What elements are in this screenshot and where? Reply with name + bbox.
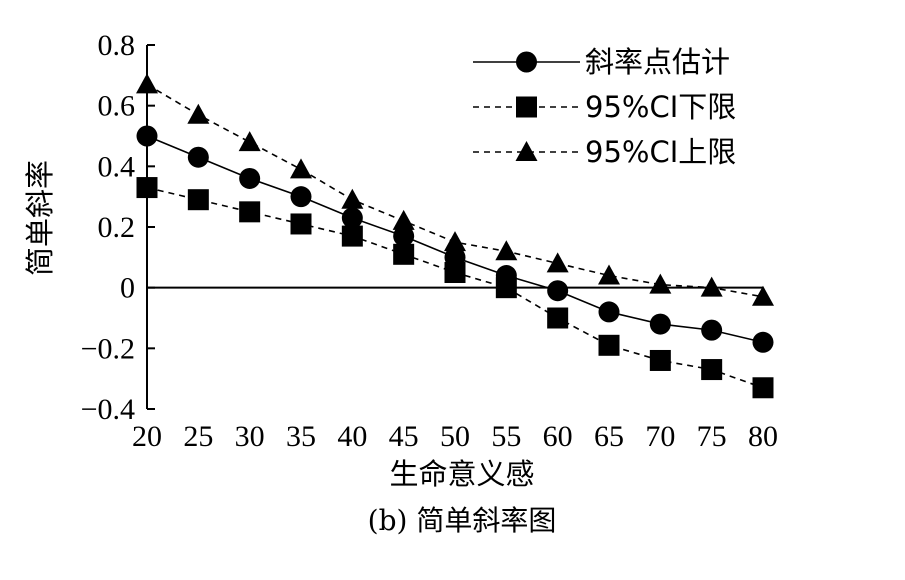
legend-marker-square — [516, 96, 537, 118]
data-point-circle — [341, 207, 363, 229]
legend-label: 斜率点估计 — [585, 45, 730, 79]
x-tick-label: 70 — [645, 420, 675, 453]
y-tick-label: 0 — [120, 272, 135, 305]
x-tick-label: 25 — [183, 420, 213, 453]
data-point-circle — [752, 331, 774, 353]
data-point-square — [649, 349, 671, 371]
data-point-triangle — [546, 252, 569, 273]
y-tick-label: 0.4 — [98, 150, 136, 183]
x-tick-label: 35 — [286, 420, 316, 453]
y-axis-title: 简单斜率 — [23, 160, 57, 276]
x-tick-label: 20 — [132, 420, 162, 453]
data-point-square — [290, 213, 312, 235]
data-point-circle — [495, 265, 517, 287]
data-point-square — [444, 262, 466, 283]
data-point-triangle — [136, 73, 158, 94]
data-point-circle — [701, 319, 723, 341]
data-point-triangle — [598, 264, 620, 285]
data-point-triangle — [290, 158, 312, 179]
data-point-triangle — [495, 240, 518, 261]
x-tick-label: 65 — [594, 420, 624, 453]
legend-item: 95%CI上限 — [473, 135, 736, 169]
x-tick-label: 30 — [235, 420, 265, 453]
data-point-square — [701, 359, 723, 381]
x-tick-label: 55 — [491, 420, 521, 453]
series-triangle — [136, 73, 774, 306]
x-tick-label: 60 — [543, 420, 573, 453]
data-point-triangle — [649, 273, 672, 294]
data-point-square — [187, 189, 209, 211]
data-point-circle — [239, 167, 261, 189]
figure-caption: (b) 简单斜率图 — [368, 504, 557, 537]
legend-label: 95%CI上限 — [585, 135, 736, 169]
legend-label: 95%CI下限 — [585, 90, 736, 124]
x-tick-label: 50 — [440, 420, 470, 453]
data-point-triangle — [392, 209, 415, 230]
data-point-circle — [649, 313, 671, 335]
data-point-square — [547, 307, 569, 329]
data-point-circle — [290, 186, 312, 208]
y-tick-label: 0.8 — [98, 29, 136, 62]
series-circle — [136, 125, 774, 353]
data-point-triangle — [238, 131, 261, 152]
y-tick-label: 0.2 — [98, 211, 136, 244]
y-tick-label: −0.4 — [81, 393, 135, 426]
series-square — [136, 177, 774, 399]
data-point-circle — [444, 246, 466, 268]
data-point-circle — [187, 146, 209, 168]
legend-item: 95%CI下限 — [473, 90, 736, 124]
legend: 斜率点估计 95%CI下限 95%CI上限 — [473, 45, 736, 169]
data-point-triangle — [187, 103, 210, 124]
data-point-square — [598, 334, 620, 356]
legend-marker-circle — [516, 51, 537, 73]
data-point-square — [341, 225, 363, 247]
x-tick-label: 45 — [389, 420, 419, 453]
series-layer — [136, 73, 774, 399]
x-tick-label: 40 — [337, 420, 367, 453]
data-point-square — [239, 201, 261, 223]
data-point-circle — [136, 125, 158, 147]
y-tick-label: −0.2 — [81, 332, 135, 365]
data-point-square — [136, 177, 158, 199]
data-point-square — [752, 377, 774, 399]
legend-item: 斜率点估计 — [473, 45, 730, 79]
data-point-triangle — [341, 188, 364, 209]
y-ticks: 0.8 0.6 0.4 0.2 0 −0.2 −0.4 — [81, 29, 155, 426]
data-point-circle — [393, 225, 415, 247]
x-axis-title: 生命意义感 — [389, 457, 534, 491]
data-point-circle — [547, 280, 569, 302]
data-point-triangle — [752, 285, 774, 306]
legend-marker-triangle — [515, 141, 538, 161]
y-tick-label: 0.6 — [98, 90, 136, 123]
data-point-square — [393, 243, 415, 265]
x-ticks: 20 25 30 35 40 45 50 55 60 65 70 75 80 — [132, 420, 778, 453]
x-tick-label: 75 — [697, 420, 727, 453]
x-tick-label: 80 — [748, 420, 778, 453]
data-point-triangle — [444, 231, 466, 252]
data-point-triangle — [700, 276, 723, 297]
data-point-circle — [598, 301, 620, 323]
